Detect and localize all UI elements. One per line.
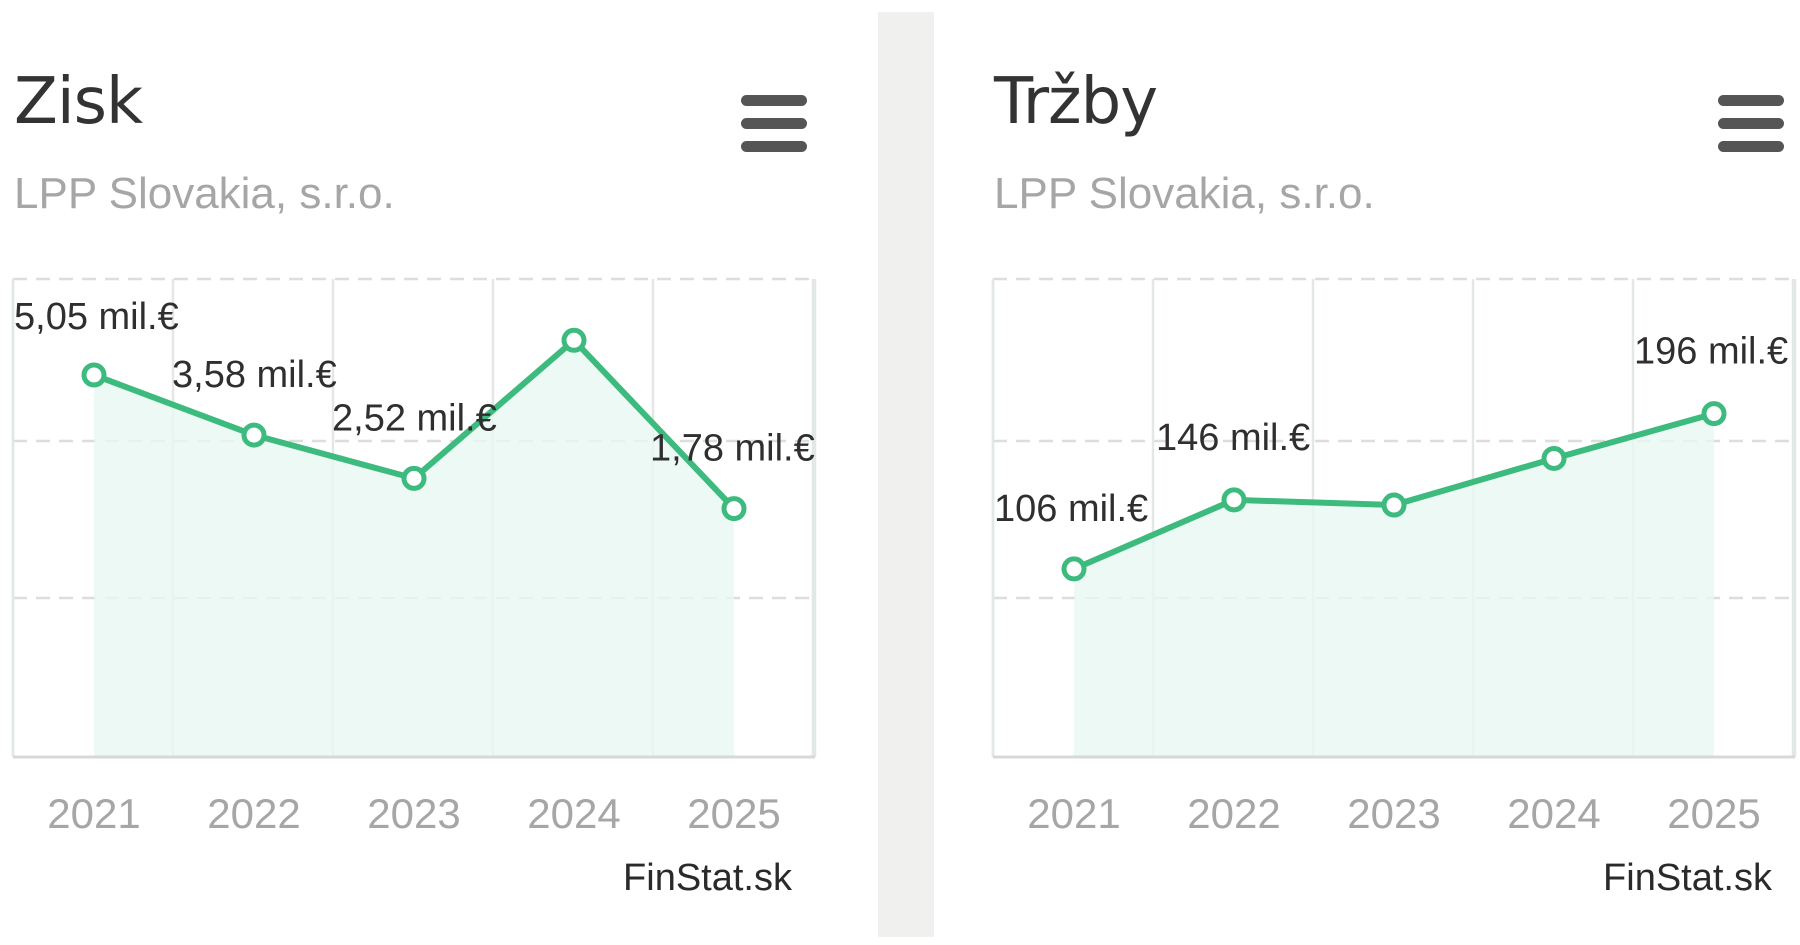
menu-bar-middle [1718,118,1784,129]
x-tick-label: 2023 [1347,790,1440,837]
series-area [1074,413,1714,757]
data-point [1061,556,1087,582]
menu-bar-top [741,95,807,106]
data-label: 2,52 mil.€ [332,397,497,439]
x-tick-label: 2022 [207,790,300,837]
data-point [241,422,267,448]
x-tick-label: 2023 [367,790,460,837]
data-label: 146 mil.€ [1156,417,1310,459]
hamburger-menu-icon[interactable] [741,95,807,153]
revenue-chart: 106 mil.€146 mil.€ 196 mil.€ 2021 2022 2023 2… [991,277,1797,899]
data-point [1541,445,1567,471]
data-point [1381,492,1407,518]
data-point [1221,487,1247,513]
revenue-chart-panel: Tržby LPP Slovakia, s.r.o. 106 mil.€ 146 … [980,0,1800,945]
profit-chart: 5,05 mil.€ 3,58 mil.€2,52 mil.€ 1,78 mil.€… [11,277,817,899]
panel-divider [878,12,934,937]
menu-bar-bottom [1718,141,1784,152]
menu-bar-bottom [741,141,807,152]
data-label: 196 mil.€ [1634,331,1788,373]
data-label: 106 mil.€ [994,488,1148,530]
data-label: 1,78 mil.€ [650,428,815,470]
menu-bar-top [1718,95,1784,106]
chart-title: Tržby [994,65,1158,139]
data-label: 3,58 mil.€ [172,354,337,396]
chart-subtitle: LPP Slovakia, s.r.o. [14,169,395,218]
hamburger-menu-icon[interactable] [1718,95,1784,153]
data-point [1701,401,1727,427]
x-tick-label: 2022 [1187,790,1280,837]
chart-subtitle: LPP Slovakia, s.r.o. [994,169,1375,218]
x-tick-label: 2024 [527,790,620,837]
x-tick-label: 2025 [687,790,780,837]
x-tick-label: 2024 [1507,790,1600,837]
data-label: 5,05 mil.€ [14,296,179,338]
data-point [561,327,587,353]
profit-chart-panel: Zisk LPP Slovakia, s.r.o. 5,05 mil.€ 3,58… [0,0,820,945]
menu-bar-middle [741,118,807,129]
data-point [721,496,747,522]
chart-title: Zisk [14,65,143,139]
credit-label: FinStat.sk [1603,857,1773,899]
data-point [401,465,427,491]
data-point [81,362,107,388]
x-tick-label: 2021 [47,790,140,837]
credit-label: FinStat.sk [623,857,793,899]
x-tick-label: 2025 [1667,790,1760,837]
x-tick-label: 2021 [1027,790,1120,837]
